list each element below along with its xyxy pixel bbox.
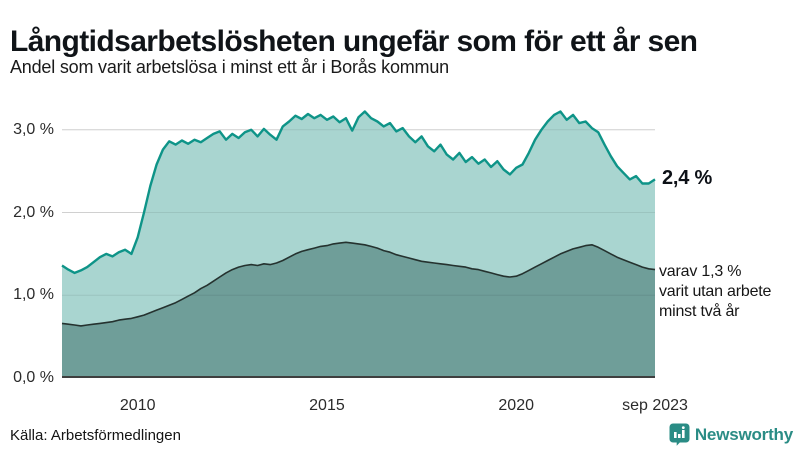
series-two-year-note: varav 1,3 % varit utan arbete minst två … <box>659 262 771 322</box>
chart-subtitle: Andel som varit arbetslösa i minst ett å… <box>10 57 449 77</box>
y-tick-label: 3,0 % <box>13 120 54 138</box>
area-chart-plot <box>61 110 656 378</box>
x-tick-label: 2010 <box>119 397 156 414</box>
y-tick-label: 1,0 % <box>13 286 54 304</box>
note-line-1: varav 1,3 % <box>659 263 742 281</box>
y-tick-label: 0,0 % <box>13 369 54 386</box>
newsworthy-logo-text: Newsworthy <box>694 424 793 444</box>
x-tick-label: sep 2023 <box>622 397 688 414</box>
source-label: Källa: Arbetsförmedlingen <box>10 427 181 444</box>
y-tick-label: 2,0 % <box>13 203 54 221</box>
note-line-2: varit utan arbete <box>659 283 772 301</box>
newsworthy-logo-icon <box>669 423 690 446</box>
x-tick-label: 2020 <box>498 397 534 414</box>
newsworthy-logo: Newsworthy <box>669 423 793 446</box>
chart-title: Långtidsarbetslösheten ungefär som för e… <box>10 25 698 59</box>
note-line-3: minst två år <box>659 303 740 321</box>
latest-value-label: 2,4 % <box>662 167 713 190</box>
x-tick-label: 2015 <box>309 397 345 414</box>
